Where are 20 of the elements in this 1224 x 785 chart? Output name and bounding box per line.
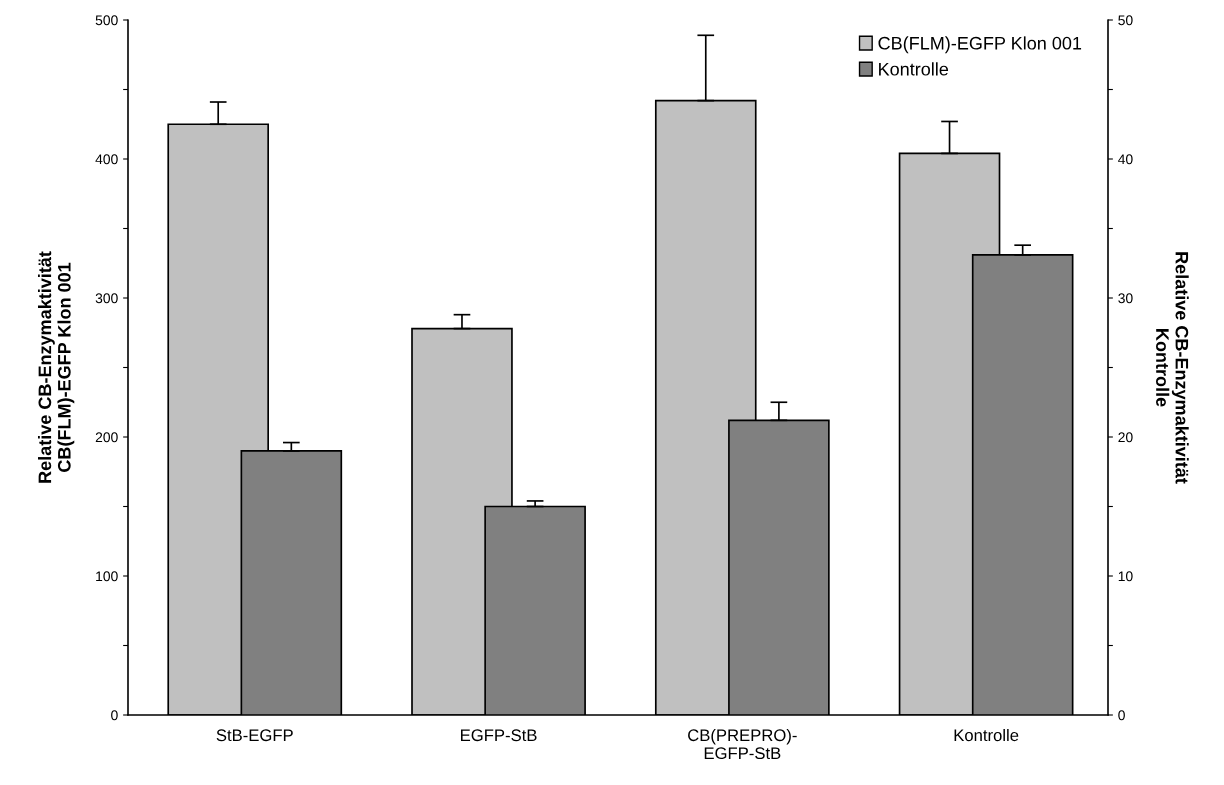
y-tick-label: 0 [111, 710, 118, 721]
y2-tick-label: 30 [1118, 293, 1133, 304]
y-tick-label: 200 [95, 432, 118, 443]
y2-tick-label: 20 [1118, 432, 1133, 443]
y-tick-label: 300 [95, 293, 118, 304]
x-tick-label: StB-EGFP [216, 729, 293, 742]
y2-axis-title: Relative CB-Enzymaktivität Kontrolle [1156, 252, 1189, 484]
y2-tick-label: 10 [1118, 571, 1133, 582]
y-tick-label: 100 [96, 571, 118, 582]
legend-label: CB(FLM)-EGFP Klon 001 [878, 36, 1082, 54]
x-tick-label: EGFP-StB [461, 729, 537, 742]
y2-tick-label: 50 [1118, 15, 1133, 26]
x-tick-label: Kontrolle [954, 728, 1019, 742]
y2-tick-label: 40 [1118, 154, 1133, 165]
x-tick-label: CB(PREPRO)- EGFP-StB [688, 728, 797, 760]
y-axis-title: Relative CB-Enzymaktivität CB(FLM)-EGFP Klon 001 [37, 251, 75, 483]
y-tick-label: 500 [95, 15, 118, 26]
legend-label: Kontrolle [879, 62, 949, 76]
y2-tick-label: 0 [1118, 710, 1125, 721]
y-tick-label: 400 [95, 154, 118, 165]
